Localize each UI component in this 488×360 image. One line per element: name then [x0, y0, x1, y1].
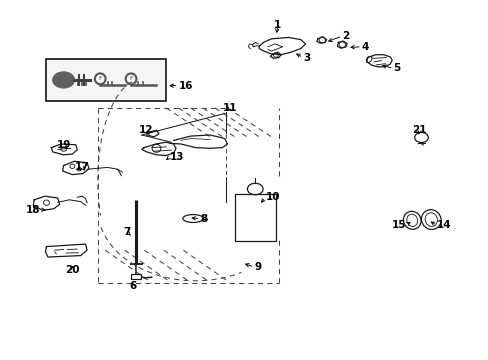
Text: 20: 20 — [65, 265, 80, 275]
Text: 2: 2 — [342, 31, 349, 41]
Text: 5: 5 — [393, 63, 400, 73]
Text: 8: 8 — [200, 213, 207, 224]
Text: F: F — [129, 76, 133, 81]
Bar — [131, 274, 141, 279]
Text: 7: 7 — [123, 227, 131, 237]
Text: 4: 4 — [361, 42, 368, 52]
Text: 13: 13 — [170, 152, 184, 162]
Text: 3: 3 — [303, 53, 310, 63]
Text: 14: 14 — [436, 220, 450, 230]
Text: 9: 9 — [254, 262, 261, 272]
Text: 11: 11 — [222, 103, 237, 113]
Text: 17: 17 — [75, 162, 89, 172]
Bar — [234, 194, 276, 241]
Bar — [46, 59, 166, 101]
Text: 18: 18 — [26, 204, 41, 215]
Text: 10: 10 — [265, 192, 280, 202]
Text: 1: 1 — [274, 20, 281, 30]
Circle shape — [53, 72, 74, 88]
Text: 16: 16 — [178, 81, 193, 91]
Text: 12: 12 — [138, 125, 153, 135]
Text: 19: 19 — [56, 140, 71, 150]
Text: F: F — [98, 76, 102, 81]
Text: 6: 6 — [129, 281, 136, 291]
Text: 15: 15 — [390, 220, 405, 230]
Text: 21: 21 — [411, 125, 426, 135]
